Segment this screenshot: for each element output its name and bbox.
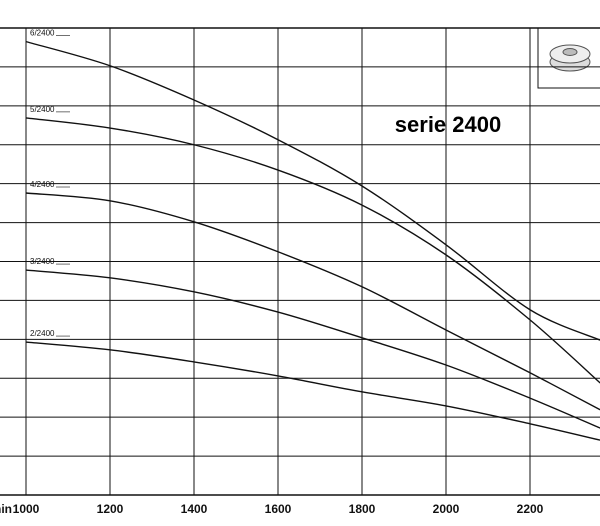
- curve: [25, 40, 600, 341]
- x-axis-label: l/min: [0, 502, 12, 516]
- series-label: 3/2400: [30, 257, 55, 266]
- chart-title: serie 2400: [395, 112, 501, 137]
- curve: [25, 341, 600, 441]
- curve: [25, 192, 600, 411]
- x-tick-label: 2000: [433, 502, 460, 516]
- x-tick-label: 1400: [181, 502, 208, 516]
- curve: [25, 117, 600, 384]
- x-tick-label: 1200: [97, 502, 124, 516]
- plot-frame: [0, 27, 600, 496]
- pump-icon: [537, 27, 600, 89]
- series-label: 5/2400: [30, 105, 55, 114]
- x-tick-label: 1600: [265, 502, 292, 516]
- series-label: 2/2400: [30, 329, 55, 338]
- curve: [25, 269, 600, 429]
- x-tick-label: 2200: [517, 502, 544, 516]
- x-tick-label: 1000: [13, 502, 40, 516]
- series-label: 6/2400: [30, 29, 55, 38]
- x-tick-label: 1800: [349, 502, 376, 516]
- series-label: 4/2400: [30, 180, 55, 189]
